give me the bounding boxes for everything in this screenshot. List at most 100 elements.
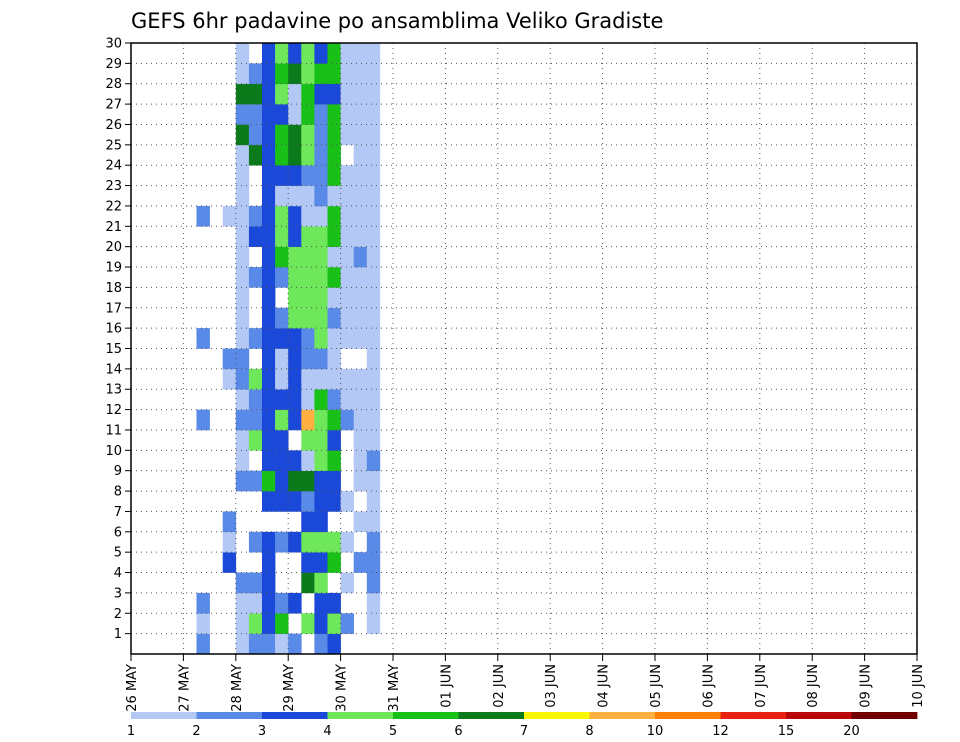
heatmap-cell	[248, 368, 263, 390]
heatmap-cell	[366, 592, 381, 614]
heatmap-cell	[262, 124, 276, 146]
heatmap-cell	[366, 409, 381, 431]
colorbar-segment	[131, 712, 197, 719]
heatmap-cell	[262, 328, 276, 349]
heatmap-cell	[275, 205, 289, 227]
heatmap-cell	[235, 104, 250, 125]
heatmap-cell	[288, 409, 302, 431]
heatmap-cell	[288, 246, 302, 268]
heatmap-cell	[288, 124, 302, 146]
y-tick-label: 15	[105, 342, 122, 357]
x-tick-label: 05 JUN	[649, 664, 664, 708]
heatmap-cell	[366, 511, 381, 533]
heatmap-cell	[275, 185, 289, 207]
heatmap-cell	[340, 572, 354, 594]
heatmap-cell	[301, 491, 315, 512]
heatmap-cell	[262, 429, 276, 451]
heatmap-cell	[314, 429, 328, 451]
heatmap-cell	[301, 552, 315, 573]
heatmap-cell	[366, 246, 381, 268]
heatmap-cell	[340, 205, 354, 227]
heatmap-cell	[301, 511, 315, 533]
colorbar: 1 2 3 4 5 6 7 8 10 12 15 20	[127, 712, 918, 739]
colorbar-segment	[393, 712, 459, 719]
x-tick-label: 02 JUN	[492, 664, 507, 708]
heatmap-cell	[327, 185, 341, 207]
heatmap-cell	[301, 409, 315, 431]
heatmap-cell	[301, 185, 315, 207]
heatmap-cell	[314, 470, 328, 492]
x-tick-label: 30 MAY	[335, 664, 350, 712]
heatmap-cell	[327, 613, 341, 634]
colorbar-label: 8	[585, 724, 593, 739]
heatmap-cell	[314, 592, 328, 614]
y-tick-label: 23	[105, 179, 122, 194]
heatmap-cell	[340, 63, 354, 85]
colorbar-label: 3	[258, 724, 266, 739]
heatmap-cell	[262, 572, 276, 594]
heatmap-cell	[327, 368, 341, 390]
heatmap-cell	[314, 511, 328, 533]
heatmap-cell	[222, 552, 237, 573]
x-tick-label: 07 JUN	[754, 664, 769, 708]
heatmap-cell	[262, 104, 276, 125]
y-tick-label: 7	[114, 505, 122, 520]
colorbar-label: 6	[454, 724, 462, 739]
colorbar-label: 1	[127, 724, 135, 739]
heatmap-cell	[301, 328, 315, 349]
heatmap-cell	[248, 409, 263, 431]
y-tick-label: 8	[114, 485, 122, 500]
heatmap-cell	[314, 185, 328, 207]
heatmap-cell	[248, 531, 263, 553]
heatmap-cell	[366, 572, 381, 594]
x-tick-label: 10 JUN	[911, 664, 926, 708]
heatmap-cell	[235, 348, 250, 370]
heatmap-cell	[301, 267, 315, 288]
heatmap-cell	[275, 592, 289, 614]
heatmap-cell	[301, 307, 315, 329]
y-tick-label: 9	[114, 464, 122, 479]
heatmap-cell	[222, 511, 237, 533]
heatmap-cell	[275, 613, 289, 634]
heatmap-cell	[275, 368, 289, 390]
x-tick-label: 03 JUN	[544, 664, 559, 708]
y-tick-label: 11	[105, 423, 122, 438]
heatmap-cell	[366, 124, 381, 146]
heatmap-cell	[248, 205, 263, 227]
y-axis: 1234567891011121314151617181920212223242…	[105, 37, 131, 642]
heatmap-cell	[314, 491, 328, 512]
heatmap-cell	[288, 389, 302, 410]
heatmap-cell	[366, 552, 381, 573]
heatmap-cell	[327, 491, 341, 512]
heatmap-cell	[353, 144, 368, 166]
heatmap-cell	[275, 450, 289, 471]
y-tick-label: 22	[105, 199, 122, 214]
heatmap-cell	[235, 389, 250, 410]
heatmap-cell	[275, 531, 289, 553]
y-tick-label: 20	[105, 240, 122, 255]
heatmap-cell	[235, 633, 250, 655]
heatmap-cell	[314, 348, 328, 370]
colorbar-label: 2	[192, 724, 200, 739]
heatmap-cell	[314, 389, 328, 410]
heatmap-cell	[275, 267, 289, 288]
heatmap-cell	[353, 389, 368, 410]
heatmap-cell	[353, 43, 368, 64]
heatmap-cell	[314, 63, 328, 85]
heatmap-cell	[301, 43, 315, 64]
colorbar-segment	[524, 712, 590, 719]
heatmap-cell	[248, 83, 263, 105]
heatmap-cell	[327, 592, 341, 614]
heatmap-cell	[327, 409, 341, 431]
heatmap-cell	[288, 226, 302, 247]
heatmap-cell	[235, 63, 250, 85]
heatmap-cell	[262, 287, 276, 309]
heatmap-cell	[314, 226, 328, 247]
y-tick-label: 25	[105, 138, 122, 153]
heatmap-cell	[353, 205, 368, 227]
heatmap-cell	[301, 63, 315, 85]
heatmap-cell	[235, 205, 250, 227]
heatmap-cell	[301, 287, 315, 309]
heatmap-cell	[235, 287, 250, 309]
heatmap-cell	[340, 83, 354, 105]
